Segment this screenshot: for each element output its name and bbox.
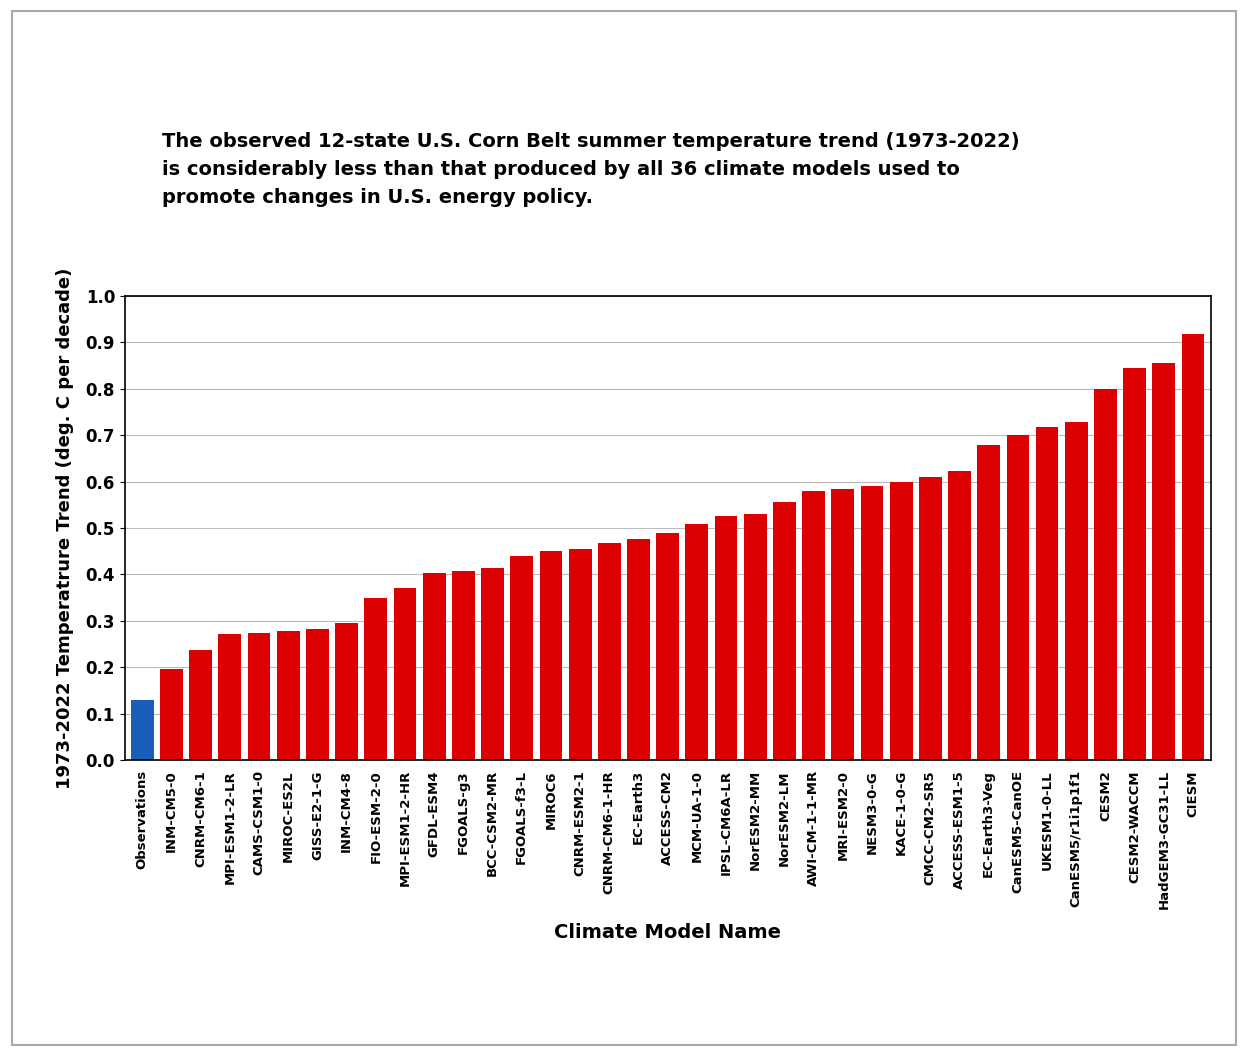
- Bar: [1007, 435, 1030, 760]
- Bar: [160, 670, 183, 760]
- Bar: [247, 633, 271, 760]
- Bar: [336, 623, 358, 760]
- Bar: [773, 503, 796, 760]
- Bar: [1094, 389, 1117, 760]
- Bar: [393, 588, 417, 760]
- Y-axis label: 1973-2022 Temperatrure Trend (deg. C per decade): 1973-2022 Temperatrure Trend (deg. C per…: [56, 267, 75, 789]
- Bar: [919, 477, 942, 760]
- Bar: [1123, 367, 1146, 760]
- Text: The observed 12-state U.S. Corn Belt summer temperature trend (1973-2022)
is con: The observed 12-state U.S. Corn Belt sum…: [162, 132, 1020, 207]
- Bar: [1036, 427, 1058, 760]
- Bar: [1152, 363, 1176, 760]
- Bar: [131, 700, 154, 760]
- X-axis label: Climate Model Name: Climate Model Name: [554, 923, 781, 942]
- Bar: [569, 549, 592, 760]
- Bar: [510, 555, 533, 760]
- Bar: [598, 543, 620, 760]
- Bar: [1065, 422, 1088, 760]
- Bar: [452, 570, 474, 760]
- Bar: [626, 540, 650, 760]
- Bar: [831, 489, 854, 760]
- Bar: [656, 532, 679, 760]
- Bar: [306, 629, 328, 760]
- Bar: [364, 598, 387, 760]
- Bar: [218, 635, 241, 760]
- Bar: [685, 524, 709, 760]
- Bar: [744, 514, 766, 760]
- Bar: [1182, 335, 1204, 760]
- Bar: [948, 471, 971, 760]
- Bar: [277, 631, 300, 760]
- Bar: [802, 491, 825, 760]
- Bar: [890, 482, 912, 760]
- Bar: [423, 573, 446, 760]
- Bar: [861, 486, 884, 760]
- Bar: [539, 551, 563, 760]
- Bar: [715, 516, 738, 760]
- Bar: [977, 446, 1000, 760]
- Bar: [482, 568, 504, 760]
- Bar: [190, 649, 212, 760]
